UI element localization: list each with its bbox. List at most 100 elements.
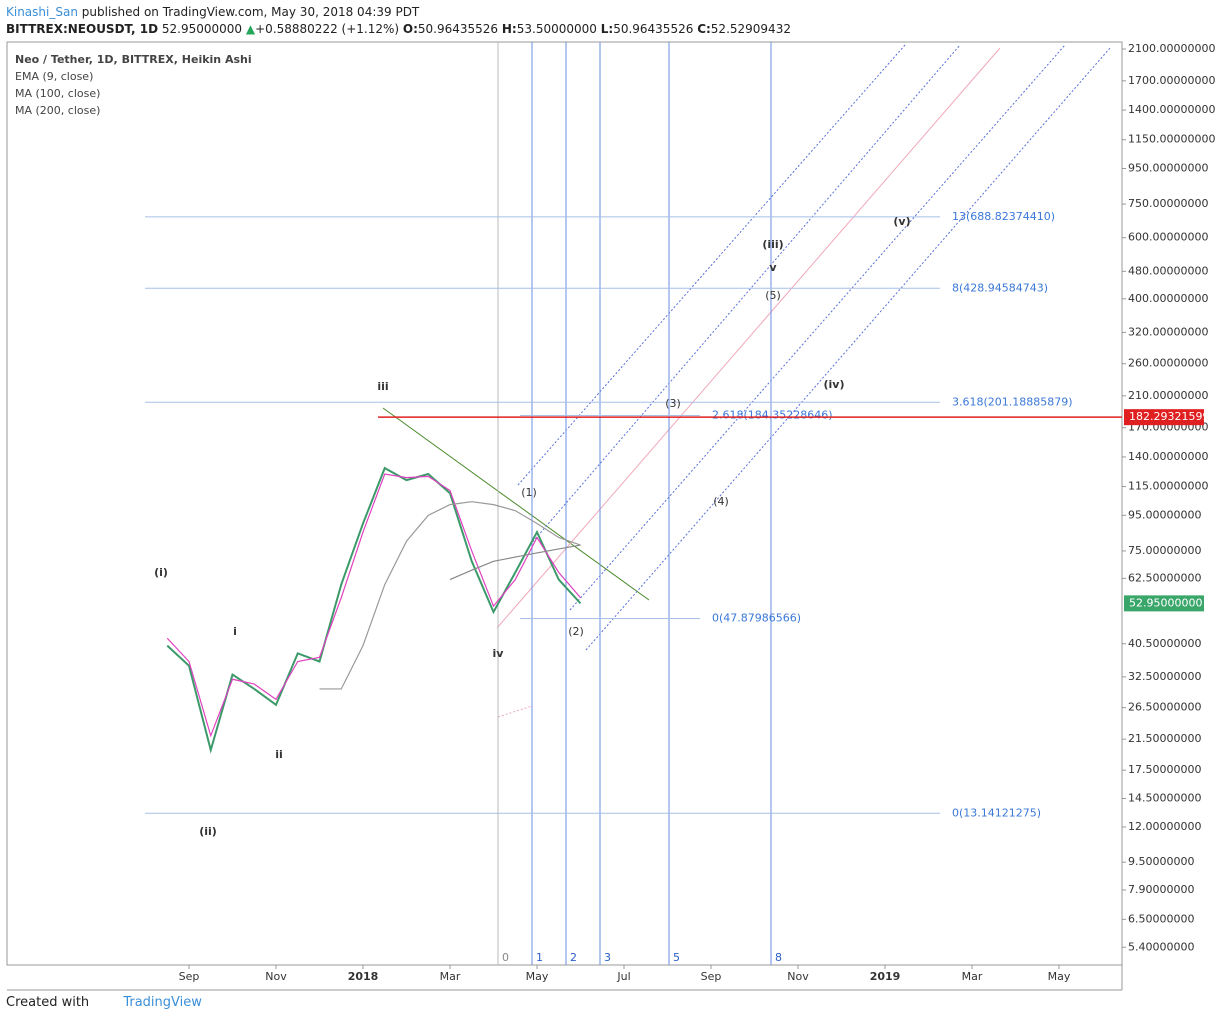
- y-tick-label: 21.50000000: [1128, 732, 1201, 745]
- y-tick-label: 480.00000000: [1128, 264, 1208, 277]
- y-tick-label: 260.00000000: [1128, 357, 1208, 370]
- x-tick-label: Mar: [962, 970, 983, 983]
- price-box-label: 52.95000000: [1129, 596, 1202, 609]
- pitchfork-line: [529, 44, 961, 546]
- fib-time-label: 2: [570, 951, 577, 964]
- x-tick-label: Sep: [179, 970, 200, 983]
- wave-label: (ii): [199, 825, 217, 838]
- pitchfork-line: [569, 44, 1066, 611]
- wave-label: ii: [275, 748, 283, 761]
- pitchfork-line: [497, 705, 533, 718]
- pitchfork-line: [585, 47, 1111, 651]
- wave-label: (1): [521, 486, 537, 499]
- x-tick-label: 2019: [870, 970, 901, 983]
- fib-label: 0(13.14121275): [952, 806, 1041, 819]
- legend-item: MA (200, close): [15, 104, 100, 117]
- symbol: BITTREX:NEOUSDT, 1D: [6, 22, 159, 36]
- y-tick-label: 75.00000000: [1128, 544, 1201, 557]
- y-tick-label: 2100.00000000: [1128, 42, 1215, 55]
- wave-label: iii: [377, 380, 388, 393]
- fib-time-label: 5: [673, 951, 680, 964]
- created: Created with: [6, 995, 90, 1010]
- ohlc: 53.50000000: [516, 22, 597, 36]
- series-line: [166, 473, 581, 738]
- series-line: [319, 501, 581, 690]
- y-tick-label: 600.00000000: [1128, 231, 1208, 244]
- wave-label: (3): [665, 397, 681, 410]
- wave-label: (i): [154, 566, 168, 579]
- fib-label: 8(428.94584743): [952, 281, 1048, 294]
- wave-label: (v): [893, 215, 910, 228]
- price-box: [1124, 409, 1204, 426]
- price-box: [1124, 595, 1204, 612]
- y-tick-label: 750.00000000: [1128, 197, 1208, 210]
- y-tick-label: 17.50000000: [1128, 763, 1201, 776]
- x-tick-label: May: [1048, 970, 1071, 983]
- footer: Created with TradingView: [6, 995, 202, 1010]
- arrow: ▲: [245, 22, 256, 36]
- y-tick-label: 1150.00000000: [1128, 133, 1215, 146]
- ohlc: 50.96435526: [417, 22, 499, 36]
- trendline: [382, 407, 650, 601]
- y-tick-label: 320.00000000: [1128, 325, 1208, 338]
- wave-label: (iv): [824, 378, 845, 391]
- pitchfork-median: [496, 47, 1001, 629]
- y-tick-label: 9.50000000: [1128, 855, 1194, 868]
- ohlc: L:: [600, 22, 614, 36]
- wave-label: (5): [765, 289, 781, 302]
- x-tick-label: Jul: [616, 970, 630, 983]
- y-tick-label: 62.50000000: [1128, 571, 1201, 584]
- ohlc: O:: [402, 22, 418, 36]
- plot-frame: [6, 41, 1123, 966]
- header-line: BITTREX:NEOUSDT, 1D 52.95000000 ▲+0.5888…: [6, 21, 791, 38]
- wave-label: v: [769, 261, 777, 274]
- y-tick-label: 6.50000000: [1128, 912, 1194, 925]
- x-tick-label: May: [526, 970, 549, 983]
- y-tick-label: 115.00000000: [1128, 480, 1208, 493]
- wave-label: (4): [713, 495, 729, 508]
- y-tick-label: 32.50000000: [1128, 670, 1201, 683]
- wave-label: i: [233, 625, 237, 638]
- legend-item: MA (100, close): [15, 87, 100, 100]
- fib-label: 2.618(184.35228646): [712, 408, 833, 421]
- fib-label: 3.618(201.18885879): [952, 395, 1073, 408]
- series-line: [166, 466, 582, 754]
- x-tick-label: Mar: [440, 970, 461, 983]
- y-tick-label: 14.50000000: [1128, 791, 1201, 804]
- legend-item: EMA (9, close): [15, 70, 93, 83]
- y-tick-label: 950.00000000: [1128, 161, 1208, 174]
- wave-label: (2): [568, 625, 584, 638]
- y-tick-label: 210.00000000: [1128, 389, 1208, 402]
- y-tick-label: 40.50000000: [1128, 637, 1201, 650]
- brand[interactable]: TradingView: [123, 995, 202, 1010]
- y-tick-label: 5.40000000: [1128, 940, 1194, 953]
- x-tick-label: 2018: [348, 970, 379, 983]
- y-tick-label: 26.50000000: [1128, 701, 1201, 714]
- y-tick-label: 95.00000000: [1128, 508, 1201, 521]
- ohlc: C:: [697, 22, 711, 36]
- y-tick-label: 400.00000000: [1128, 292, 1208, 305]
- y-tick-label: 140.00000000: [1128, 450, 1208, 463]
- header: Kinashi_San published on TradingView.com…: [6, 4, 791, 38]
- author[interactable]: Kinashi_San: [6, 5, 78, 19]
- ohlc: H:: [501, 22, 517, 36]
- y-tick-label: 1400.00000000: [1128, 103, 1215, 116]
- fib-time-label: 1: [536, 951, 543, 964]
- pitchfork-line: [517, 44, 906, 486]
- header-line: Kinashi_San published on TradingView.com…: [6, 4, 791, 21]
- price: 52.95000000: [161, 22, 243, 36]
- y-tick-label: 7.90000000: [1128, 883, 1194, 896]
- fib-label: 0(47.87986566): [712, 612, 801, 625]
- change: +0.58880222 (+1.12%): [255, 22, 400, 36]
- x-tick-label: Nov: [265, 970, 287, 983]
- fib-time-label: 0: [502, 951, 509, 964]
- ohlc: 52.52909432: [710, 22, 791, 36]
- price-box-label: 182.29321599: [1129, 410, 1209, 423]
- wave-label: iv: [493, 647, 505, 660]
- wave-label: (iii): [762, 238, 783, 251]
- chart-title: Neo / Tether, 1D, BITTREX, Heikin Ashi: [15, 53, 252, 66]
- ohlc: 50.96435526: [613, 22, 694, 36]
- fib-time-label: 8: [775, 951, 782, 964]
